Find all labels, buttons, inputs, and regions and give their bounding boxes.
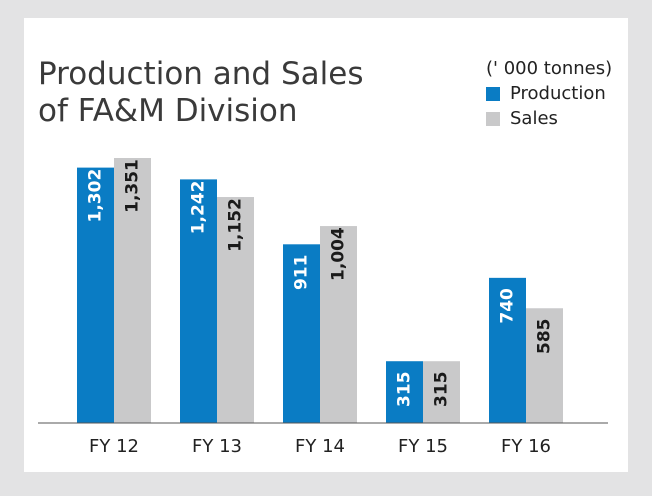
bar-value-label-sales-fy-12: 1,351	[123, 159, 143, 213]
legend-item-sales: Sales	[486, 106, 612, 131]
legend-swatch-sales	[486, 111, 500, 126]
bar-value-label-production-fy-13: 1,242	[189, 180, 209, 234]
bar-value-label-sales-fy-15: 315	[432, 371, 452, 407]
bar-sales-fy-14	[320, 226, 357, 423]
bar-chart: 1,302 1,351 FY 12 1,242 1,152 FY 13 911 1,004 FY…	[38, 158, 608, 457]
bar-sales-fy-15	[423, 361, 460, 423]
chart-title-line-2: of FA&M Division	[38, 93, 298, 129]
bar-value-label-sales-fy-16: 585	[535, 319, 555, 355]
bar-value-label-sales-fy-13: 1,152	[226, 198, 246, 252]
bar-value-label-production-fy-16: 740	[498, 288, 518, 324]
x-tick-label-fy-15: FY 15	[398, 436, 448, 457]
bar-production-fy-13	[180, 179, 217, 423]
legend-label-sales: Sales	[510, 108, 558, 129]
bar-value-label-production-fy-14: 911	[292, 255, 312, 291]
bar-value-label-sales-fy-14: 1,004	[329, 227, 349, 281]
bar-production-fy-14	[283, 244, 320, 423]
unit-label: (' 000 tonnes)	[486, 58, 613, 79]
bar-value-label-production-fy-12: 1,302	[86, 169, 106, 223]
bar-value-label-production-fy-15: 315	[395, 371, 415, 407]
chart-legend: (' 000 tonnes) Production Sales	[486, 58, 612, 131]
x-tick-label-fy-12: FY 12	[89, 436, 139, 457]
legend-label-production: Production	[510, 83, 606, 104]
bar-sales-fy-12	[114, 158, 151, 423]
legend-item-production: Production	[486, 81, 612, 106]
legend-swatch-production	[486, 86, 500, 101]
chart-card: Production and Sales of FA&M Division ('…	[24, 18, 628, 472]
x-tick-label-fy-16: FY 16	[501, 436, 551, 457]
bar-sales-fy-13	[217, 197, 254, 423]
chart-title: Production and Sales of FA&M Division	[38, 56, 363, 130]
bar-sales-fy-16	[526, 308, 563, 423]
x-tick-label-fy-14: FY 14	[295, 436, 345, 457]
x-tick-label-fy-13: FY 13	[192, 436, 242, 457]
bar-production-fy-15	[386, 361, 423, 423]
bar-production-fy-12	[77, 167, 114, 423]
chart-title-line-1: Production and Sales	[38, 56, 364, 92]
bar-production-fy-16	[489, 277, 526, 423]
